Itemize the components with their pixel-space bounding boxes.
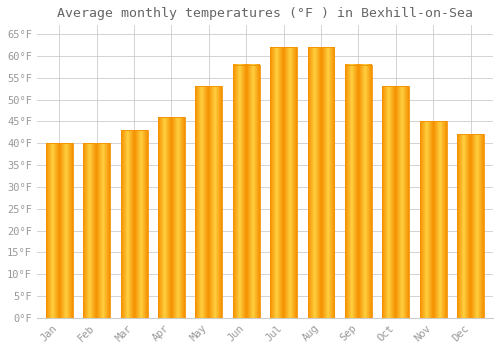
- Bar: [345, 65, 372, 318]
- Bar: [270, 47, 297, 318]
- Bar: [120, 130, 148, 318]
- Bar: [46, 143, 72, 318]
- Bar: [83, 143, 110, 318]
- Title: Average monthly temperatures (°F ) in Bexhill-on-Sea: Average monthly temperatures (°F ) in Be…: [57, 7, 473, 20]
- Bar: [308, 47, 334, 318]
- Bar: [420, 121, 446, 318]
- Bar: [196, 86, 222, 318]
- Bar: [158, 117, 185, 318]
- Bar: [233, 65, 260, 318]
- Bar: [457, 134, 484, 318]
- Bar: [382, 86, 409, 318]
